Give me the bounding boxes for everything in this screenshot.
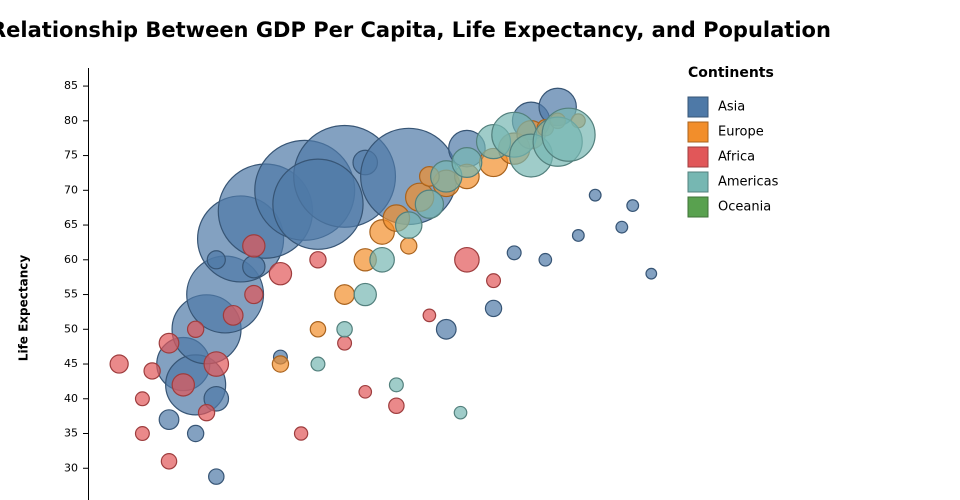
bubble (309, 251, 327, 269)
bubble (244, 284, 264, 305)
legend-swatch (687, 121, 709, 143)
bubble (506, 245, 522, 261)
y-tick-label: 70 (64, 183, 78, 196)
bubble (158, 409, 180, 431)
bubble (538, 252, 553, 267)
y-tick-label: 85 (64, 79, 78, 92)
bubble (484, 299, 503, 318)
bubble (388, 377, 404, 393)
y-tick-label: 55 (64, 288, 78, 301)
bubble (208, 468, 225, 485)
bubble (186, 320, 205, 338)
bubble (486, 273, 502, 289)
bubble (353, 282, 377, 307)
bubble (358, 384, 373, 399)
bubble (626, 199, 640, 213)
y-tick-label: 80 (64, 114, 78, 127)
bubble (369, 246, 395, 273)
bubble (242, 234, 266, 258)
bubble (414, 189, 445, 219)
bubble (388, 397, 405, 414)
bubble (310, 356, 326, 372)
legend-title: Continents (688, 65, 774, 81)
bubble (309, 321, 327, 338)
y-tick-label: 40 (64, 392, 78, 405)
bubble (134, 426, 150, 442)
bubble (242, 255, 266, 279)
legend-label: Europe (718, 125, 764, 140)
bubble (268, 261, 293, 286)
bubble (588, 188, 602, 202)
bubble (394, 211, 423, 239)
bubble (334, 284, 356, 305)
bubble (186, 424, 205, 443)
legend-label: Africa (718, 150, 755, 165)
bubble (171, 373, 196, 397)
bubble (454, 246, 480, 273)
legend-label: Oceania (718, 200, 771, 215)
bubble (203, 351, 230, 377)
bubble (541, 107, 596, 162)
bubble (206, 250, 226, 270)
bubble (222, 304, 244, 326)
bubble (451, 147, 483, 178)
bubble (422, 308, 437, 323)
bubble (336, 321, 353, 338)
y-tick-label: 60 (64, 253, 78, 266)
y-tick-label: 50 (64, 322, 78, 335)
bubble (160, 453, 178, 470)
bubble (272, 158, 364, 250)
bubble (453, 405, 468, 420)
legend-label: Americas (718, 175, 779, 190)
legend-swatch (687, 96, 709, 118)
legend-swatch (687, 196, 709, 218)
bubble (337, 335, 353, 351)
y-tick-label: 75 (64, 149, 78, 162)
legend-swatch (687, 146, 709, 168)
bubble (158, 332, 180, 354)
y-axis-title: Life Expectancy (17, 255, 31, 362)
bubble (293, 426, 309, 441)
y-tick-label: 65 (64, 218, 78, 231)
bubble (143, 362, 161, 380)
bubble (435, 318, 457, 340)
y-tick-label: 30 (64, 461, 78, 474)
legend-label: Asia (718, 100, 745, 115)
bubble (645, 267, 658, 280)
bubble (109, 354, 129, 374)
bubble (571, 229, 585, 242)
y-tick-label: 35 (64, 427, 78, 440)
bubble (400, 237, 418, 255)
bubble (271, 355, 290, 373)
chart-title: Relationship Between GDP Per Capita, Lif… (0, 18, 831, 42)
legend-swatch (687, 171, 709, 193)
bubble (615, 220, 629, 234)
y-tick-label: 45 (64, 357, 78, 370)
bubble (197, 403, 216, 422)
bubble (134, 391, 150, 407)
